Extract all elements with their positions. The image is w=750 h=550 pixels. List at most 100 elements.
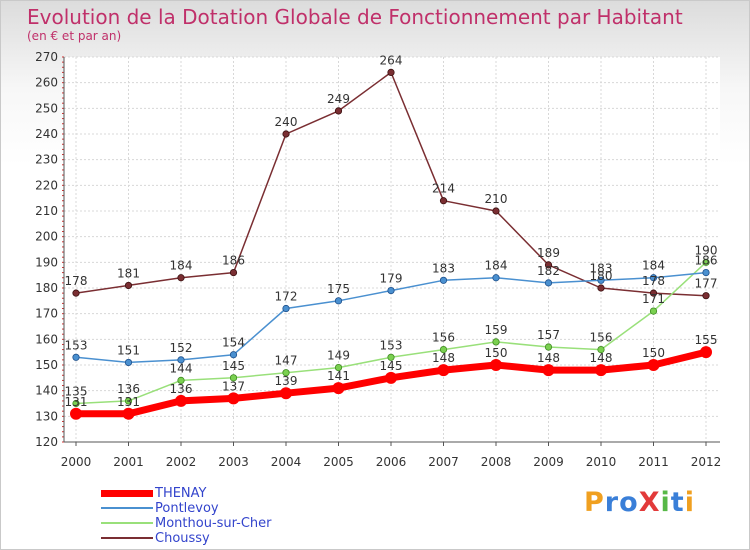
data-point bbox=[649, 307, 658, 315]
data-point bbox=[702, 258, 710, 266]
legend-label: Choussy bbox=[155, 531, 210, 546]
data-point bbox=[542, 364, 555, 377]
legend-swatch bbox=[101, 489, 153, 497]
data-label: 141 bbox=[327, 369, 350, 383]
data-point bbox=[597, 345, 605, 354]
data-label: 131 bbox=[117, 395, 140, 409]
data-point bbox=[72, 289, 80, 297]
x-tick-label: 2003 bbox=[218, 455, 249, 469]
data-point bbox=[385, 371, 397, 384]
data-point bbox=[282, 304, 290, 313]
data-label: 240 bbox=[275, 115, 298, 129]
y-tick-label: 130 bbox=[35, 409, 58, 423]
y-tick-label: 140 bbox=[35, 384, 58, 398]
x-tick-label: 2010 bbox=[586, 455, 617, 469]
data-label: 157 bbox=[537, 328, 560, 342]
data-label: 210 bbox=[485, 192, 508, 206]
x-tick-label: 2001 bbox=[113, 455, 144, 469]
data-point bbox=[72, 353, 80, 361]
x-tick-label: 2002 bbox=[166, 455, 197, 469]
data-point bbox=[387, 353, 395, 361]
data-label: 137 bbox=[222, 379, 245, 393]
data-point bbox=[439, 276, 448, 284]
data-label: 148 bbox=[590, 351, 613, 365]
data-point bbox=[332, 382, 345, 395]
data-label: 178 bbox=[65, 274, 88, 288]
data-label: 190 bbox=[695, 243, 718, 257]
data-point bbox=[597, 284, 605, 292]
x-tick-label: 2012 bbox=[691, 455, 722, 469]
y-tick-label: 150 bbox=[35, 358, 58, 372]
data-point bbox=[229, 374, 238, 382]
data-point bbox=[334, 107, 343, 115]
y-tick-label: 170 bbox=[35, 307, 58, 321]
data-point bbox=[282, 369, 290, 377]
data-label: 186 bbox=[222, 254, 245, 268]
y-tick-label: 190 bbox=[35, 255, 58, 269]
x-tick-label: 2005 bbox=[323, 455, 354, 469]
data-point bbox=[387, 68, 395, 77]
data-label: 184 bbox=[642, 259, 665, 273]
data-point bbox=[70, 407, 82, 420]
data-point bbox=[124, 358, 133, 367]
data-point bbox=[334, 297, 343, 305]
y-tick-label: 270 bbox=[35, 50, 58, 64]
data-point bbox=[177, 376, 185, 384]
data-point bbox=[334, 363, 343, 372]
data-point bbox=[647, 359, 660, 371]
legend-swatch bbox=[101, 507, 153, 509]
data-point bbox=[490, 359, 502, 371]
data-point bbox=[649, 289, 658, 297]
data-point bbox=[124, 281, 133, 290]
data-point bbox=[229, 268, 238, 277]
x-tick-label: 2004 bbox=[271, 455, 302, 469]
data-label: 135 bbox=[65, 385, 88, 399]
data-point bbox=[597, 276, 605, 284]
data-label: 177 bbox=[695, 277, 718, 291]
data-point bbox=[177, 274, 185, 282]
data-label: 155 bbox=[695, 333, 718, 347]
data-label: 159 bbox=[485, 323, 508, 337]
x-tick-label: 2011 bbox=[638, 455, 669, 469]
data-label: 184 bbox=[485, 259, 508, 273]
data-label: 214 bbox=[432, 182, 455, 196]
legend-label: Monthou-sur-Cher bbox=[155, 516, 272, 531]
data-point bbox=[387, 286, 395, 295]
data-point bbox=[700, 346, 712, 359]
data-label: 179 bbox=[380, 272, 403, 286]
data-label: 153 bbox=[65, 338, 88, 352]
data-label: 182 bbox=[537, 264, 560, 278]
proxiti-logo: ProXiti bbox=[584, 487, 695, 518]
data-label: 147 bbox=[275, 354, 298, 368]
data-label: 153 bbox=[380, 338, 403, 352]
data-label: 152 bbox=[170, 341, 193, 355]
data-label: 136 bbox=[170, 382, 193, 396]
y-tick-label: 260 bbox=[35, 76, 58, 90]
data-label: 148 bbox=[537, 351, 560, 365]
data-label: 189 bbox=[537, 246, 560, 260]
legend-swatch bbox=[101, 522, 153, 524]
data-label: 249 bbox=[327, 92, 350, 106]
data-label: 139 bbox=[275, 374, 298, 388]
data-point bbox=[702, 268, 710, 277]
data-label: 150 bbox=[642, 346, 665, 360]
data-label: 151 bbox=[117, 343, 140, 357]
data-label: 183 bbox=[590, 261, 613, 275]
data-label: 171 bbox=[642, 292, 665, 306]
chart-subtitle: (en € et par an) bbox=[27, 29, 122, 43]
data-label: 145 bbox=[380, 359, 403, 373]
data-point bbox=[229, 351, 238, 359]
y-tick-label: 250 bbox=[35, 101, 58, 115]
y-tick-label: 200 bbox=[35, 230, 58, 244]
data-point bbox=[177, 356, 185, 364]
data-point bbox=[227, 392, 240, 405]
x-tick-label: 2006 bbox=[376, 455, 407, 469]
data-point bbox=[122, 407, 135, 420]
legend-label: Pontlevoy bbox=[155, 501, 219, 516]
data-point bbox=[492, 274, 500, 282]
data-point bbox=[175, 394, 187, 407]
data-label: 186 bbox=[695, 254, 718, 268]
data-label: 145 bbox=[222, 359, 245, 373]
